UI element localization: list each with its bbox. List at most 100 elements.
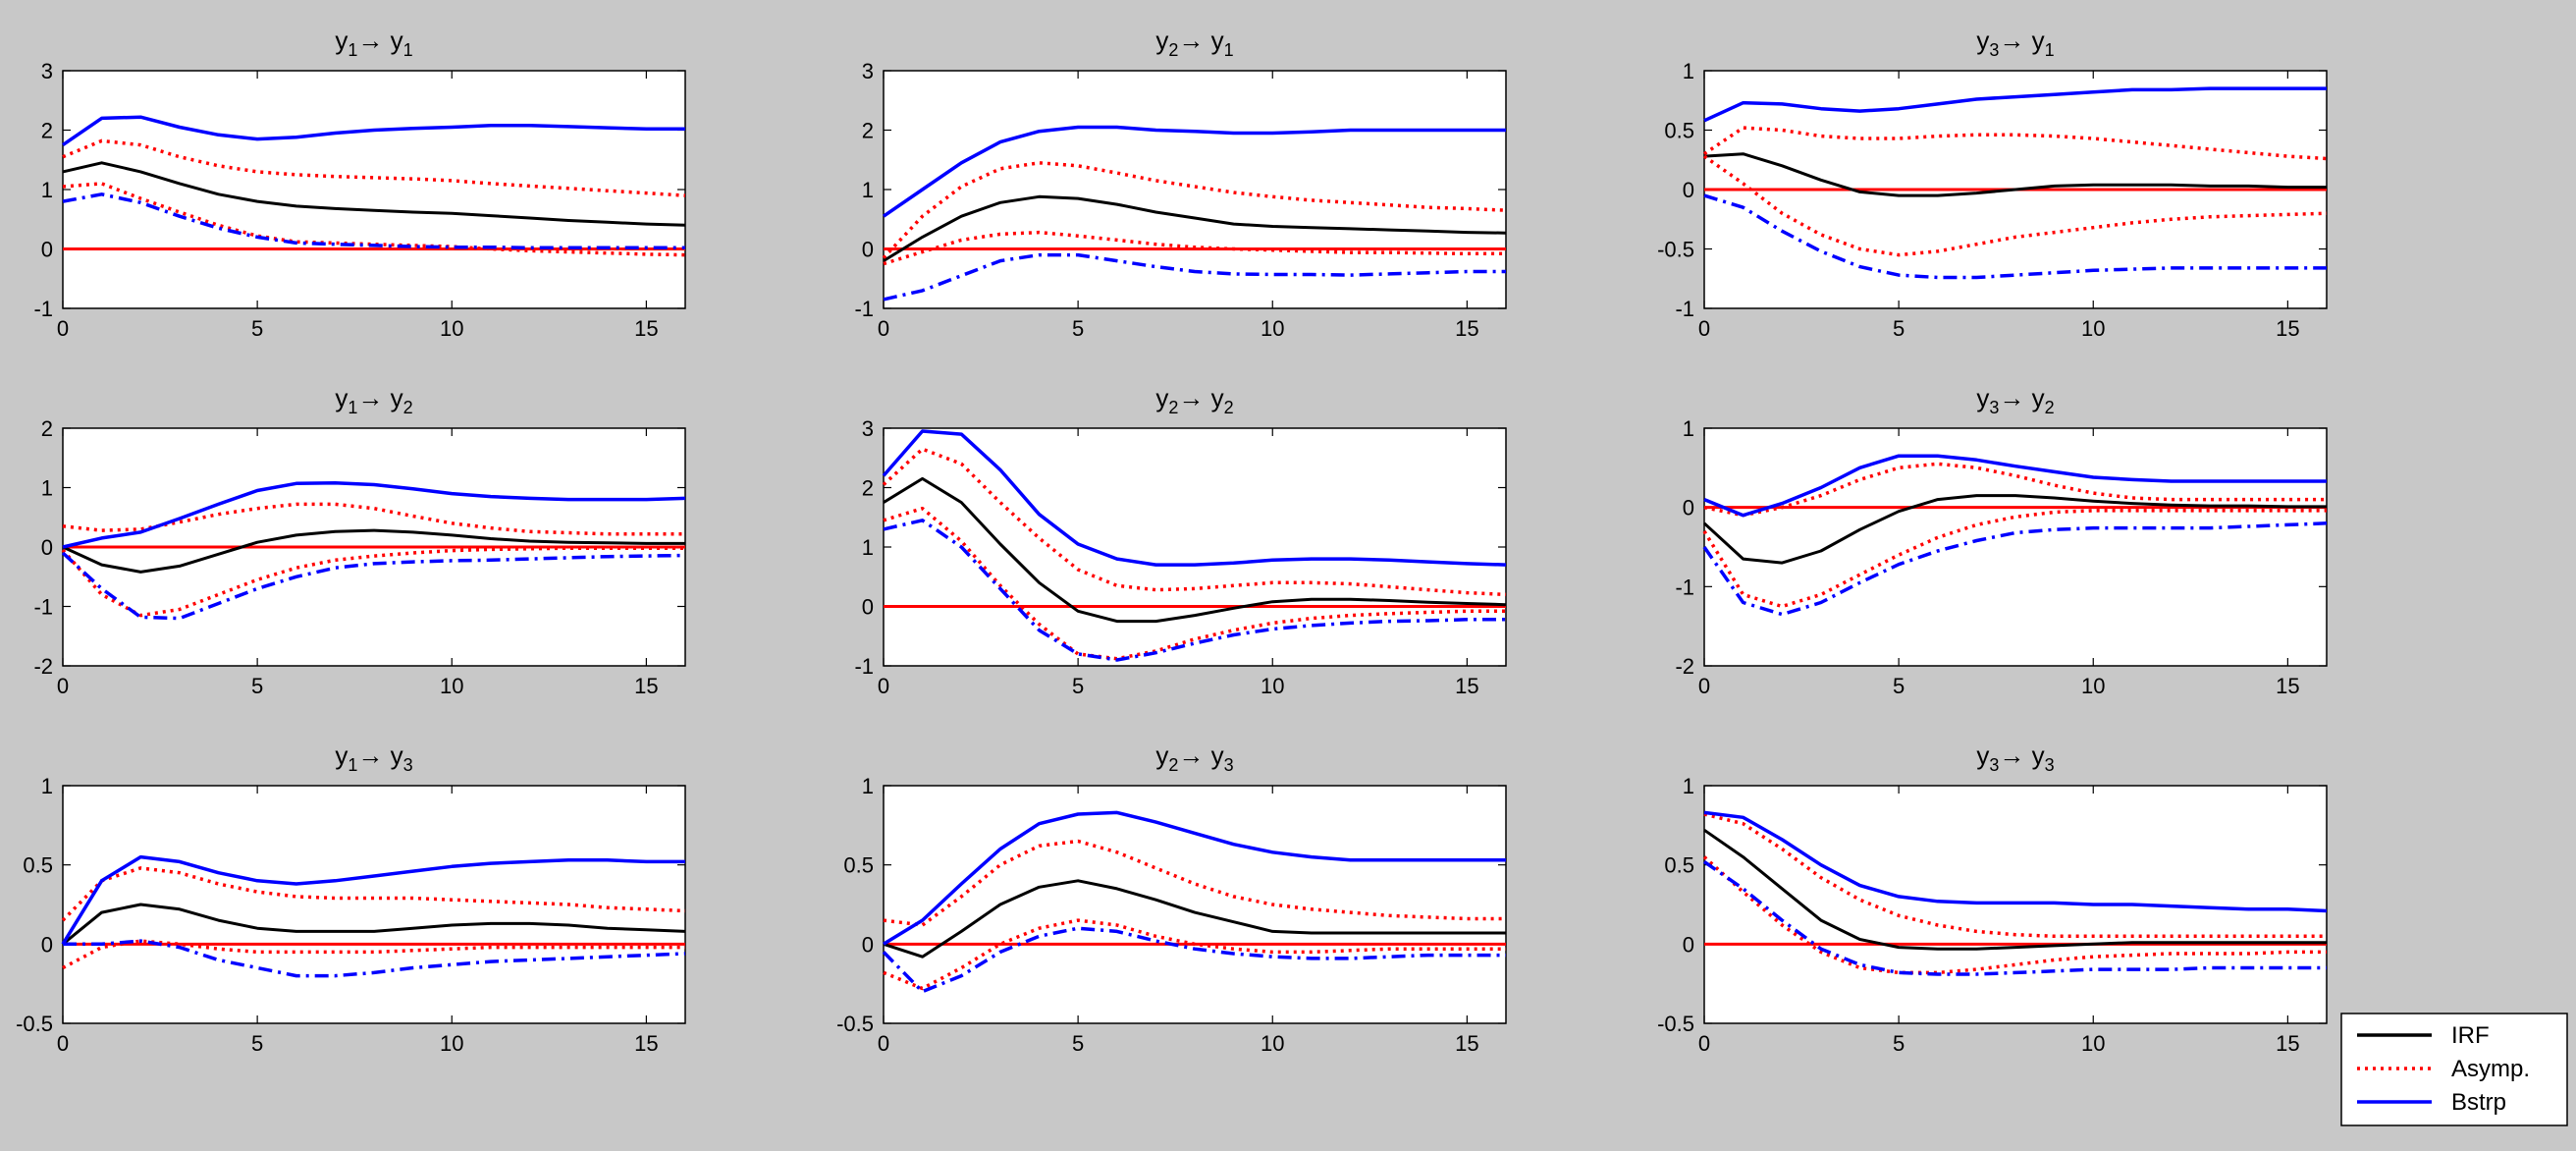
legend-frame [2340, 1013, 2568, 1126]
x-tick-label: 10 [440, 1031, 463, 1056]
x-tick-label: 15 [2276, 316, 2299, 341]
x-tick-label: 0 [57, 316, 69, 341]
x-tick-label: 0 [57, 1031, 69, 1056]
y-tick-label: -1 [33, 595, 53, 620]
x-tick-label: 15 [2276, 674, 2299, 698]
panel-title: y1→ y2 [335, 383, 412, 417]
series-line-bstrp-upper [1703, 810, 2328, 913]
series-line-irf [883, 194, 1507, 262]
y-tick-label: 1 [41, 774, 53, 798]
plot-area [62, 785, 686, 1024]
y-tick-label: 3 [862, 59, 874, 83]
y-tick-label: -2 [33, 654, 53, 679]
panel-title: y3→ y2 [1976, 383, 2054, 417]
x-tick-label: 5 [1893, 316, 1905, 341]
x-tick-label: 5 [251, 316, 263, 341]
x-tick-label: 15 [634, 674, 658, 698]
series-line-bstrp-lower [63, 939, 686, 978]
series-line-asymp-lower [1702, 855, 2327, 975]
irf-panel: y3→ y30 5 10 15-0.500.51 [1657, 740, 2328, 1056]
y-tick-label: 1 [862, 178, 874, 202]
x-tick-label: 10 [1261, 674, 1284, 698]
irf-panel: y3→ y2 0 5 10 15 -2 -1 0 1 [1675, 383, 2328, 698]
irf-panel: y3→ y1 0 5 10 15 -1 -0.5 0 0.5 1 [1657, 26, 2328, 341]
x-tick-label: 5 [1893, 1031, 1905, 1056]
series-line-bstrp-lower [883, 252, 1506, 301]
series-line-bstrp-upper [62, 115, 685, 147]
x-tick-label: 0 [1698, 674, 1710, 698]
x-tick-label: 5 [251, 674, 263, 698]
y-tick-label: 3 [862, 416, 874, 441]
x-tick-label: 10 [440, 316, 463, 341]
series-line-bstrp-lower [883, 519, 1506, 662]
series-line-asymp-lower [1702, 154, 2328, 257]
y-tick-label: 1 [41, 178, 53, 202]
series-line-bstrp-upper [62, 480, 686, 549]
y-tick-label: 0 [41, 535, 53, 560]
x-tick-label: 10 [2081, 1031, 2105, 1056]
x-tick-label: 0 [57, 674, 69, 698]
y-tick-label: 1 [1683, 774, 1694, 798]
panel-title: y3→ y3 [1976, 740, 2054, 775]
y-tick-label: -1 [1675, 575, 1694, 599]
irf-panel: y2→ y30 5 10 15-0.500.51 [836, 740, 1507, 1056]
series-line-asymp-lower [883, 230, 1506, 266]
y-tick-label: 0.5 [1664, 853, 1694, 878]
y-tick-label: -1 [854, 654, 874, 679]
series-line-bstrp-upper [882, 429, 1507, 567]
x-tick-label: 5 [1072, 674, 1084, 698]
irf-panel: y1→ y30 5 10 15-0.500.51 [16, 740, 686, 1056]
y-tick-label: -1 [854, 297, 874, 321]
series-line-irf [62, 528, 685, 574]
x-tick-label: 10 [1261, 1031, 1284, 1056]
plot-area [883, 785, 1507, 1024]
legend-label: Asymp. [2451, 1056, 2530, 1082]
x-tick-label: 0 [878, 316, 889, 341]
plot-area [883, 427, 1507, 667]
series-line-bstrp-lower [1703, 859, 2327, 976]
y-tick-label: 2 [41, 119, 53, 143]
series-line-asymp-upper [61, 866, 686, 922]
y-tick-label: 1 [862, 774, 874, 798]
y-tick-label: 2 [862, 476, 874, 501]
x-tick-label: 10 [440, 674, 463, 698]
y-tick-label: -0.5 [1657, 1012, 1694, 1036]
x-tick-label: 10 [1261, 316, 1284, 341]
series-line-asymp-lower [883, 506, 1506, 661]
y-tick-label: -0.5 [16, 1012, 53, 1036]
y-tick-label: 0 [862, 238, 874, 262]
series-line-asymp-lower [62, 182, 686, 257]
y-tick-label: 1 [1683, 59, 1694, 83]
series-line-irf [883, 879, 1506, 959]
x-tick-label: 15 [1455, 316, 1478, 341]
series-line-irf [1702, 494, 2327, 565]
y-tick-label: 2 [862, 119, 874, 143]
y-tick-label: 0.5 [23, 853, 53, 878]
series-line-asymp-lower [883, 918, 1506, 991]
y-tick-label: 3 [41, 59, 53, 83]
series-line-bstrp-upper [61, 854, 685, 946]
panel-title: y2→ y3 [1155, 740, 1233, 775]
x-tick-label: 0 [1698, 1031, 1710, 1056]
irf-panel: y1→ y2 0 5 10 15 -2 -1 0 1 2 [33, 383, 686, 698]
y-tick-label: 0 [862, 932, 874, 957]
panel-title: y1→ y3 [335, 740, 412, 775]
series-line-irf [62, 161, 686, 227]
series-line-bstrp-upper [1703, 86, 2327, 123]
series-line-asymp-upper [882, 161, 1507, 259]
y-tick-label: 0 [1683, 496, 1694, 521]
y-tick-label: 1 [41, 476, 53, 501]
series-line-asymp-lower [1702, 509, 2327, 609]
x-tick-label: 5 [1072, 316, 1084, 341]
y-tick-label: -0.5 [836, 1012, 874, 1036]
x-tick-label: 5 [1893, 674, 1905, 698]
y-tick-label: -2 [1675, 654, 1694, 679]
x-tick-label: 15 [1455, 674, 1478, 698]
x-tick-label: 15 [634, 316, 658, 341]
y-tick-label: 1 [1683, 416, 1694, 441]
x-tick-label: 5 [251, 1031, 263, 1056]
panel-title: y2→ y2 [1155, 383, 1233, 417]
